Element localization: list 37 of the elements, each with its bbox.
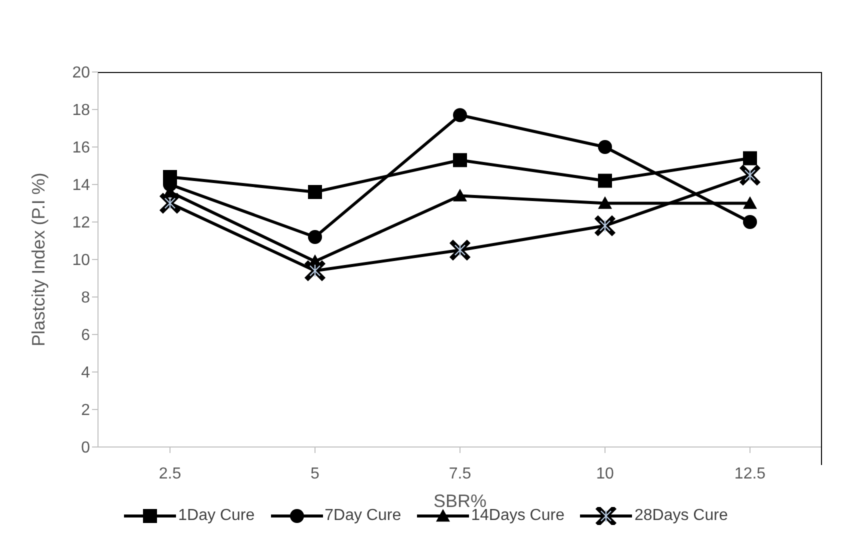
- point: [160, 194, 180, 213]
- point: [743, 215, 757, 229]
- point: [596, 216, 614, 236]
- y-tick-label: 20: [72, 64, 90, 82]
- legend-label: 7Day Cure: [324, 507, 402, 525]
- y-tick-label: 4: [81, 364, 90, 382]
- point: [306, 261, 324, 280]
- x-tick-label: 5: [310, 465, 320, 482]
- point: [453, 153, 467, 168]
- y-tick-label: 0: [81, 440, 90, 457]
- y-tick-label: 10: [72, 252, 90, 270]
- y-tick-label: 14: [72, 177, 90, 194]
- point: [743, 151, 757, 166]
- x-tick-label: 12.5: [734, 465, 766, 482]
- point: [308, 185, 322, 199]
- x-tick-label: 10: [596, 465, 614, 482]
- point: [450, 240, 470, 260]
- legend-label: 28Days Cure: [634, 507, 728, 525]
- point: [743, 196, 757, 209]
- y-tick-label: 2: [81, 402, 90, 420]
- x-tick-label: 2.5: [158, 465, 182, 482]
- legend-label: 1Day Cure: [178, 507, 255, 525]
- y-tick-label: 16: [72, 140, 90, 157]
- point: [598, 174, 612, 188]
- point: [598, 140, 612, 154]
- y-tick-label: 6: [81, 327, 90, 344]
- point: [453, 188, 467, 202]
- point: [453, 108, 467, 122]
- y-tick-label: 12: [72, 214, 90, 232]
- point: [308, 230, 322, 244]
- y-tick-label: 18: [72, 102, 90, 120]
- point: [740, 166, 760, 185]
- x-tick-label: 7.5: [448, 465, 472, 482]
- legend-label: 14Days Cure: [471, 507, 564, 525]
- y-tick-label: 8: [81, 290, 90, 307]
- y-axis-title: Plastcity Index (P.I %): [28, 172, 48, 346]
- point: [598, 196, 612, 209]
